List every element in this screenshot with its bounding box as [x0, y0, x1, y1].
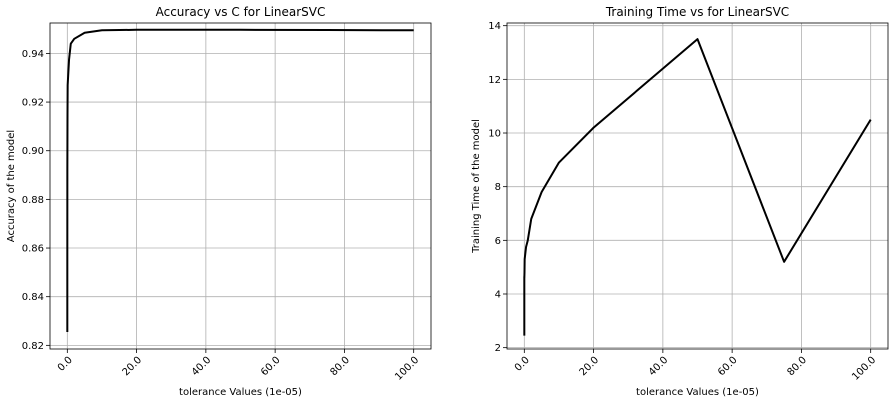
accuracy-chart-title: Accuracy vs C for LinearSVC — [156, 5, 326, 19]
training-time-y-tick-label: 4 — [495, 289, 501, 300]
accuracy-y-tick-label: 0.86 — [22, 244, 44, 255]
training-time-x-axis-label: tolerance Values (1e-05) — [636, 387, 759, 398]
training-time-y-tick-label: 8 — [495, 182, 501, 193]
training-time-y-tick-label: 10 — [488, 129, 501, 140]
accuracy-x-tick-label: 100.0 — [393, 355, 421, 383]
training-time-x-tick-label: 100.0 — [850, 355, 878, 383]
accuracy-x-tick-label: 0.0 — [56, 355, 75, 374]
training-time-y-tick-label: 14 — [488, 21, 501, 32]
training-time-chart-title: Training Time vs for LinearSVC — [605, 5, 789, 19]
accuracy-y-tick-label: 0.90 — [22, 146, 44, 157]
accuracy-chart: 0.0 20.0 40.0 60.0 80.0 100.0 0.82 0.84 0.86 0.88… — [6, 5, 432, 398]
accuracy-plot-area — [50, 23, 431, 349]
accuracy-x-tick-label: 20.0 — [121, 355, 145, 379]
accuracy-x-tick-label: 80.0 — [328, 355, 352, 379]
accuracy-x-tick-label: 60.0 — [259, 355, 283, 379]
training-time-y-tick-label: 2 — [495, 343, 501, 354]
accuracy-y-tick-label: 0.94 — [22, 49, 44, 60]
training-time-plot-area — [507, 23, 888, 349]
accuracy-x-tick-label: 40.0 — [190, 355, 214, 379]
training-time-x-tick-label: 40.0 — [647, 355, 671, 379]
training-time-axes-frame — [506, 22, 889, 350]
accuracy-axes-frame — [49, 22, 432, 350]
accuracy-y-tick-label: 0.92 — [22, 98, 44, 109]
training-time-x-tick-label: 80.0 — [785, 355, 809, 379]
training-time-x-tick-label: 60.0 — [716, 355, 740, 379]
accuracy-y-tick-label: 0.82 — [22, 341, 44, 352]
training-time-x-tick-label: 20.0 — [578, 355, 602, 379]
accuracy-y-tick-label: 0.88 — [22, 195, 44, 206]
accuracy-series-line — [66, 28, 414, 332]
accuracy-x-axis-label: tolerance Values (1e-05) — [179, 387, 302, 398]
training-time-y-axis-label: Training Time of the model — [471, 119, 482, 254]
training-time-y-tick-label: 12 — [488, 75, 501, 86]
training-time-y-tick-label: 6 — [495, 236, 501, 247]
accuracy-y-tick-label: 0.84 — [22, 292, 44, 303]
training-time-chart: 0.0 20.0 40.0 60.0 80.0 100.0 2 4 6 8 10 12 14 Traini… — [471, 5, 889, 398]
accuracy-y-axis-label: Accuracy of the model — [6, 130, 17, 242]
training-time-x-tick-label: 0.0 — [513, 355, 532, 374]
training-time-series-line — [523, 38, 872, 336]
